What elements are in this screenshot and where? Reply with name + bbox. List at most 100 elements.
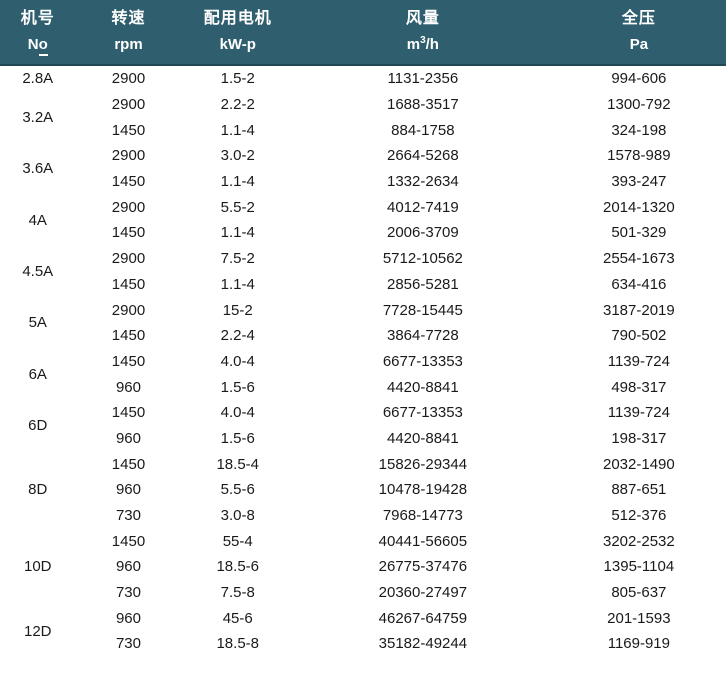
motor-cell: 3.0-8 [181, 502, 294, 529]
airflow-cell: 4012-7419 [294, 194, 552, 221]
rpm-cell: 730 [75, 631, 182, 657]
airflow-cell: 2006-3709 [294, 220, 552, 246]
pressure-cell: 198-317 [551, 425, 726, 452]
col-header-motor-label: 配用电机 [203, 10, 272, 27]
airflow-cell: 1688-3517 [294, 91, 552, 118]
pressure-cell: 2014-1320 [551, 194, 726, 221]
airflow-cell: 4420-8841 [294, 374, 552, 400]
col-header-speed: 转速 rpm [75, 0, 182, 66]
airflow-cell: 5712-10562 [294, 245, 552, 272]
rpm-cell: 1450 [75, 528, 182, 555]
col-header-airflow-unit: m3/h [406, 35, 439, 54]
motor-cell: 1.5-6 [181, 374, 294, 400]
pressure-cell: 805-637 [551, 579, 726, 606]
table-row: 1450 1.1-4 884-1758 324-198 [0, 117, 726, 144]
airflow-cell: 7728-15445 [294, 297, 552, 323]
airflow-cell: 2856-5281 [294, 271, 552, 298]
pressure-cell: 1395-1104 [551, 554, 726, 580]
table-row: 960 5.5-6 10478-19428 887-651 [0, 477, 726, 503]
table-body: 2.8A 2900 1.5-2 1131-2356 994-606 3.2A 2900 2.2… [0, 65, 726, 657]
airflow-cell: 35182-49244 [294, 631, 552, 657]
table-row: 730 18.5-8 35182-49244 1169-919 [0, 631, 726, 657]
rpm-cell: 960 [75, 374, 182, 400]
rpm-cell: 2900 [75, 297, 182, 323]
table-row: 1450 1.1-4 2856-5281 634-416 [0, 271, 726, 298]
table-row: 1450 1.1-4 1332-2634 393-247 [0, 168, 726, 195]
table-row: 12D 960 45-6 46267-64759 201-1593 [0, 605, 726, 657]
table-row: 960 1.5-6 4420-8841 498-317 [0, 374, 726, 400]
table-row: 960 1.5-6 4420-8841 198-317 [0, 425, 726, 452]
airflow-cell: 10478-19428 [294, 477, 552, 503]
rpm-cell: 730 [75, 579, 182, 606]
motor-cell: 7.5-8 [181, 579, 294, 606]
airflow-cell: 40441-56605 [294, 528, 552, 555]
model-cell: 2.8A [0, 65, 76, 92]
table-row: 730 7.5-8 20360-27497 805-637 [0, 579, 726, 606]
motor-cell: 1.5-6 [181, 425, 294, 452]
pressure-cell: 498-317 [551, 374, 726, 400]
model-cell: 6D [0, 399, 76, 452]
pressure-cell: 887-651 [551, 477, 726, 503]
model-cell: 6A [0, 348, 76, 400]
airflow-cell: 6677-13353 [294, 399, 552, 426]
table-row: 4A 2900 5.5-2 4012-7419 2014-1320 [0, 194, 726, 246]
motor-cell: 18.5-6 [181, 554, 294, 580]
motor-cell: 4.0-4 [181, 399, 294, 426]
col-header-motor: 配用电机 kW-p [181, 0, 294, 66]
motor-cell: 3.0-2 [181, 143, 294, 169]
table-row: 1450 2.2-4 3864-7728 790-502 [0, 322, 726, 349]
fan-spec-table: 机号 No 转速 rpm 配用电机 kW-p 风量 m3/h 全压 Pa [0, 0, 726, 657]
airflow-cell: 26775-37476 [294, 554, 552, 580]
pressure-cell: 1578-989 [551, 143, 726, 169]
motor-cell: 15-2 [181, 297, 294, 323]
model-cell: 12D [0, 605, 76, 657]
rpm-cell: 1450 [75, 451, 182, 477]
table-row: 4.5A 2900 7.5-2 5712-10562 2554-1673 [0, 245, 726, 298]
airflow-cell: 7968-14773 [294, 502, 552, 529]
rpm-cell: 960 [75, 425, 182, 452]
motor-cell: 7.5-2 [181, 245, 294, 272]
col-header-pressure-label: 全压 [621, 10, 656, 27]
col-header-airflow-label: 风量 [405, 10, 440, 27]
pressure-cell: 3202-2532 [551, 528, 726, 555]
airflow-cell: 2664-5268 [294, 143, 552, 169]
table-row: 6D 1450 4.0-4 6677-13353 1139-724 [0, 399, 726, 452]
rpm-cell: 1450 [75, 399, 182, 426]
rpm-cell: 960 [75, 554, 182, 580]
motor-cell: 18.5-4 [181, 451, 294, 477]
header-row: 机号 No 转速 rpm 配用电机 kW-p 风量 m3/h 全压 Pa [0, 0, 726, 66]
motor-cell: 55-4 [181, 528, 294, 555]
rpm-cell: 2900 [75, 143, 182, 169]
motor-cell: 1.1-4 [181, 220, 294, 246]
model-cell: 3.2A [0, 91, 76, 144]
pressure-cell: 1169-919 [551, 631, 726, 657]
col-header-model: 机号 No [0, 0, 76, 66]
table-row: 10D 1450 55-4 40441-56605 3202-2532 [0, 528, 726, 606]
model-cell: 10D [0, 528, 76, 606]
rpm-cell: 2900 [75, 91, 182, 118]
col-header-speed-label: 转速 [111, 10, 146, 27]
rpm-cell: 1450 [75, 168, 182, 195]
motor-cell: 4.0-4 [181, 348, 294, 375]
airflow-cell: 1332-2634 [294, 168, 552, 195]
airflow-cell: 20360-27497 [294, 579, 552, 606]
motor-cell: 1.5-2 [181, 65, 294, 92]
pressure-cell: 393-247 [551, 168, 726, 195]
motor-cell: 2.2-2 [181, 91, 294, 118]
motor-cell: 1.1-4 [181, 271, 294, 298]
motor-cell: 5.5-2 [181, 194, 294, 221]
table-row: 1450 1.1-4 2006-3709 501-329 [0, 220, 726, 246]
rpm-cell: 1450 [75, 220, 182, 246]
motor-cell: 45-6 [181, 605, 294, 632]
model-cell: 3.6A [0, 143, 76, 195]
table-row: 6A 1450 4.0-4 6677-13353 1139-724 [0, 348, 726, 400]
rpm-cell: 960 [75, 605, 182, 632]
pressure-cell: 1139-724 [551, 399, 726, 426]
pressure-cell: 790-502 [551, 322, 726, 349]
pressure-cell: 1300-792 [551, 91, 726, 118]
airflow-cell: 3864-7728 [294, 322, 552, 349]
pressure-cell: 1139-724 [551, 348, 726, 375]
motor-cell: 2.2-4 [181, 322, 294, 349]
model-cell: 4.5A [0, 245, 76, 298]
